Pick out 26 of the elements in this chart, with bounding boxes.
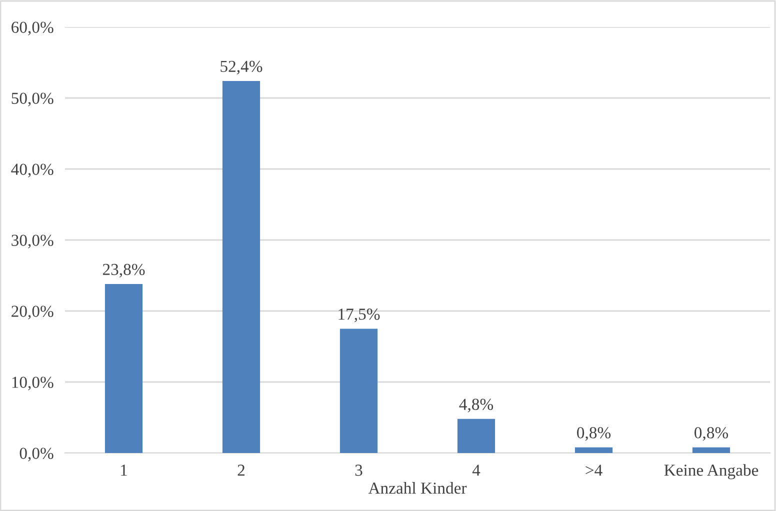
y-tick-label: 40,0% <box>11 164 54 178</box>
y-tick-label: 50,0% <box>12 92 54 106</box>
x-tick-label: 1 <box>121 464 127 476</box>
bar <box>457 418 496 453</box>
x-tick-label: >4 <box>586 464 602 476</box>
x-tick-label: 2 <box>238 464 244 476</box>
bar <box>222 80 260 453</box>
x-tick-label: 3 <box>355 464 362 476</box>
y-tick-label: 20,0% <box>12 306 54 320</box>
y-tick-label: 0,0% <box>20 448 54 462</box>
x-tick-label: 4 <box>472 464 480 476</box>
data-label: 4,8% <box>459 398 494 412</box>
bar <box>574 447 613 453</box>
bar <box>692 447 730 453</box>
data-label: 0,8% <box>577 427 611 441</box>
y-tick-label: 60,0% <box>12 22 54 36</box>
bar <box>340 328 378 453</box>
bar <box>104 284 143 453</box>
y-tick-label: 30,0% <box>12 234 54 248</box>
x-axis-title: Anzahl Kinder <box>368 482 467 494</box>
data-label: 23,8% <box>102 264 145 278</box>
data-label: 17,5% <box>338 308 380 322</box>
data-label: 0,8% <box>694 427 728 441</box>
x-tick-label: Keine Angabe <box>664 464 758 480</box>
data-label: 52,4% <box>220 60 262 74</box>
y-tick-label: 10,0% <box>12 376 54 390</box>
